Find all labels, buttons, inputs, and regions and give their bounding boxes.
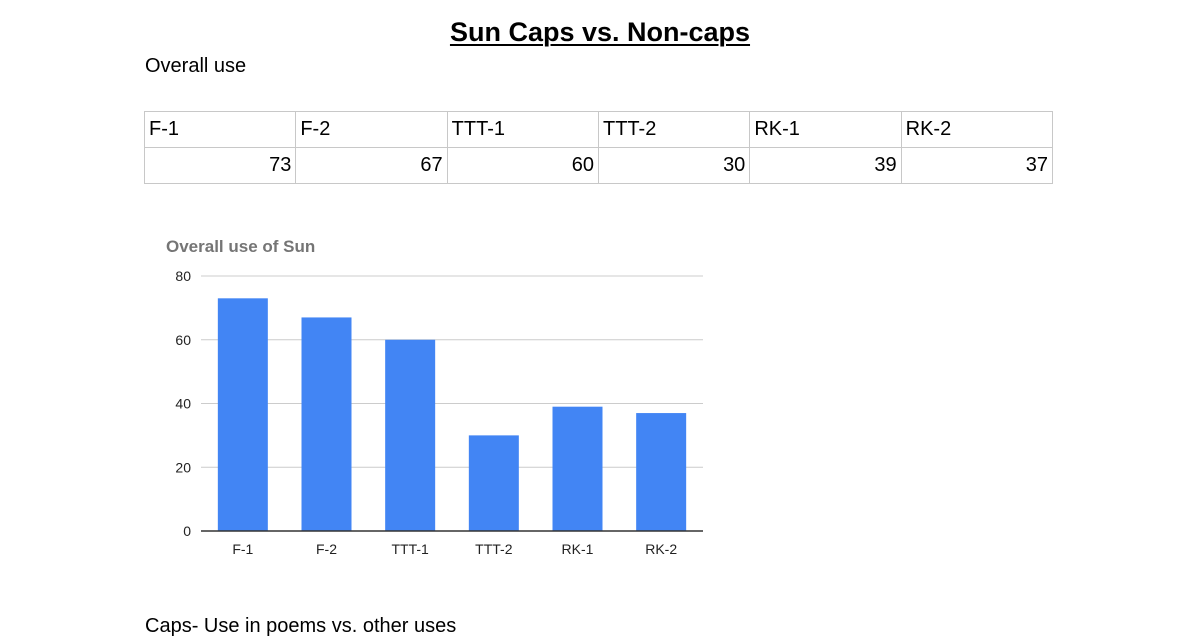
table-header-cell[interactable]: RK-1	[749, 111, 902, 148]
y-tick-label: 20	[175, 459, 191, 475]
bar	[301, 317, 352, 531]
chart-title: Overall use of Sun	[166, 237, 315, 256]
bar	[552, 406, 603, 531]
table-cell[interactable]: 39	[749, 147, 902, 184]
document-title: Sun Caps vs. Non-caps	[449, 17, 751, 47]
x-tick-label: F-1	[232, 541, 253, 557]
x-tick-label: F-2	[316, 541, 337, 557]
table-cell[interactable]: 73	[143, 147, 297, 184]
bar	[385, 339, 436, 531]
table-header-cell[interactable]: F-1	[143, 111, 297, 148]
x-tick-label: TTT-1	[391, 541, 429, 557]
bar	[636, 413, 687, 531]
section-heading-caps-use: Caps- Use in poems vs. other uses	[145, 615, 457, 637]
data-table: F-1 F-2 TTT-1 TTT-2 RK-1 RK-2 73 67 60 3…	[143, 111, 1054, 184]
table-row: 73 67 60 30 39 37	[143, 147, 1054, 184]
table-header-cell[interactable]: TTT-1	[446, 111, 599, 148]
table-cell[interactable]: 37	[900, 147, 1054, 184]
y-tick-label: 40	[175, 396, 191, 412]
table-header-cell[interactable]: TTT-2	[597, 111, 751, 148]
x-tick-label: TTT-2	[475, 541, 513, 557]
y-tick-label: 80	[175, 268, 191, 284]
bar-chart: Overall use of Sun 0 20 40 60 80 F-1 F-2 TTT-1 TT…	[166, 237, 703, 557]
bar	[468, 435, 519, 531]
table-cell[interactable]: 67	[295, 147, 448, 184]
chart-container[interactable]: Overall use of Sun 0 20 40 60 80 F-1 F-2 TTT-1 TT…	[150, 228, 720, 573]
table-header-row: F-1 F-2 TTT-1 TTT-2 RK-1 RK-2	[143, 111, 1054, 148]
bar	[217, 298, 268, 531]
section-heading-overall-use: Overall use	[145, 55, 247, 77]
table-cell[interactable]: 60	[446, 147, 599, 184]
table-header-cell[interactable]: F-2	[295, 111, 448, 148]
table-cell[interactable]: 30	[597, 147, 751, 184]
x-tick-label: RK-1	[562, 541, 594, 557]
table-header-cell[interactable]: RK-2	[900, 111, 1054, 148]
y-tick-label: 0	[183, 523, 191, 539]
x-tick-label: RK-2	[645, 541, 677, 557]
y-tick-label: 60	[175, 332, 191, 348]
